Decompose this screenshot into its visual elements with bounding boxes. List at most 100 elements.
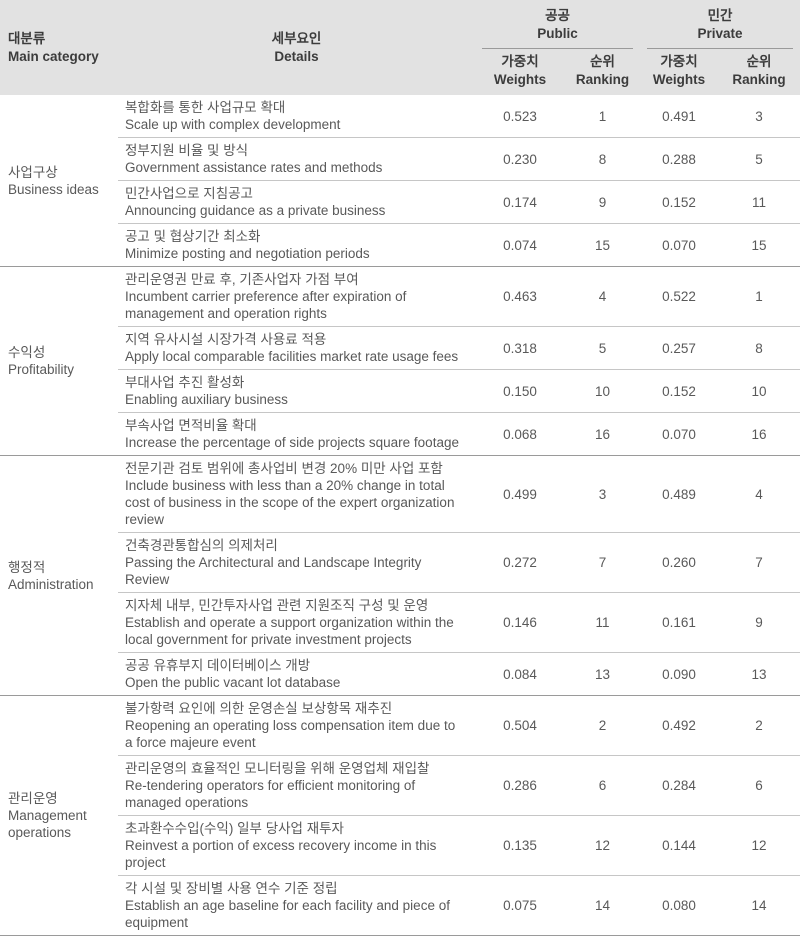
private-weight: 0.492 <box>640 695 719 756</box>
private-weight: 0.257 <box>640 326 719 370</box>
table-row: 지자체 내부, 민간투자사업 관련 지원조직 구성 및 운영 Establish… <box>0 592 800 653</box>
main-category-header-ko: 대분류 <box>8 30 46 46</box>
private-rank: 10 <box>718 369 800 413</box>
table-row: 부대사업 추진 활성화 Enabling auxiliary business … <box>0 369 800 413</box>
category-cell-business-ideas: 사업구상 Business ideas <box>8 164 99 197</box>
public-weights-header: 가중치 Weights <box>475 49 565 95</box>
public-rank: 2 <box>565 695 641 756</box>
public-weight: 0.068 <box>475 412 565 456</box>
public-weight: 0.074 <box>475 223 565 267</box>
public-weight: 0.146 <box>475 592 565 653</box>
public-rank: 7 <box>565 532 641 593</box>
table-header: 대분류 Main category 세부요인 Details 공공 Public… <box>0 0 800 95</box>
public-weight: 0.084 <box>475 652 565 696</box>
detail-cell: 관리운영의 효율적인 모니터링을 위해 운영업체 재입찰 Re-tenderin… <box>118 755 475 816</box>
public-rank: 13 <box>565 652 641 696</box>
private-rank: 1 <box>718 266 800 327</box>
table-row: 지역 유사시설 시장가격 사용료 적용 Apply local comparab… <box>0 326 800 370</box>
detail-cell: 각 시설 및 장비별 사용 연수 기준 정립 Establish an age … <box>118 875 475 936</box>
detail-cell: 건축경관통합심의 의제처리 Passing the Architectural … <box>118 532 475 593</box>
header-row-groups: 대분류 Main category 세부요인 Details 공공 Public… <box>0 0 800 95</box>
public-weight: 0.135 <box>475 815 565 876</box>
public-rank: 5 <box>565 326 641 370</box>
table-row: 행정적 Administration 전문기관 검토 범위에 총사업비 변경 2… <box>0 455 800 696</box>
details-header-ko: 세부요인 <box>271 30 322 46</box>
category-cell-profitability: 수익성 Profitability <box>0 266 118 456</box>
public-rank: 4 <box>565 266 641 327</box>
table-row: 수익성 Profitability 관리운영권 만료 후, 기존사업자 가점 부… <box>0 266 800 456</box>
public-rank: 16 <box>565 412 641 456</box>
detail-cell: 정부지원 비율 및 방식 Government assistance rates… <box>118 137 475 181</box>
private-rank: 9 <box>718 592 800 653</box>
private-weight: 0.491 <box>662 108 696 124</box>
private-weight: 0.152 <box>640 369 719 413</box>
private-weight: 0.070 <box>640 223 719 267</box>
table-row: 초과환수수입(수익) 일부 당사업 재투자 Reinvest a portion… <box>0 815 800 876</box>
detail-cell: 복합화를 통한 사업규모 확대 Scale up with complex de… <box>125 100 341 132</box>
public-weight: 0.075 <box>475 875 565 936</box>
private-weight: 0.284 <box>640 755 719 816</box>
public-weight: 0.318 <box>475 326 565 370</box>
private-rank: 7 <box>718 532 800 593</box>
public-group-header: 공공 Public <box>475 0 641 49</box>
private-weight: 0.070 <box>640 412 719 456</box>
table-row: 부속사업 면적비율 확대 Increase the percentage of … <box>0 412 800 456</box>
detail-cell: 공공 유휴부지 데이터베이스 개방 Open the public vacant… <box>118 652 475 696</box>
private-rank: 12 <box>718 815 800 876</box>
private-weight: 0.090 <box>640 652 719 696</box>
table-row: 건축경관통합심의 의제처리 Passing the Architectural … <box>0 532 800 593</box>
public-rank: 3 <box>565 455 641 533</box>
table-row: 각 시설 및 장비별 사용 연수 기준 정립 Establish an age … <box>0 875 800 936</box>
table-row: 민간사업으로 지침공고 Announcing guidance as a pri… <box>0 180 800 224</box>
private-weight: 0.489 <box>640 455 719 533</box>
table-row: 공공 유휴부지 데이터베이스 개방 Open the public vacant… <box>0 652 800 696</box>
public-label-en: Public <box>537 26 578 41</box>
private-group-header: 민간 Private <box>640 0 800 49</box>
private-rank: 2 <box>718 695 800 756</box>
public-rank: 15 <box>565 223 641 267</box>
public-weight: 0.150 <box>475 369 565 413</box>
category-cell-administration: 행정적 Administration <box>0 455 118 696</box>
public-rank: 14 <box>565 875 641 936</box>
details-header-en: Details <box>274 48 319 64</box>
public-label-ko: 공공 <box>545 8 570 23</box>
detail-cell: 부대사업 추진 활성화 Enabling auxiliary business <box>118 369 475 413</box>
public-ranking-header: 순위 Ranking <box>565 49 641 95</box>
private-group-label: 민간 Private <box>647 0 794 49</box>
private-weight: 0.522 <box>640 266 719 327</box>
detail-cell: 초과환수수입(수익) 일부 당사업 재투자 Reinvest a portion… <box>118 815 475 876</box>
public-weight: 0.463 <box>475 266 565 327</box>
private-rank: 13 <box>718 652 800 696</box>
public-rank: 10 <box>565 369 641 413</box>
private-weights-header: 가중치 Weights <box>640 49 719 95</box>
header-row-subcolumns: 가중치 Weights 순위 Ranking 가중치 Weights 순위 Ra… <box>0 49 800 95</box>
private-rank: 3 <box>755 108 763 124</box>
public-rank: 12 <box>565 815 641 876</box>
table-body: 사업구상 Business ideas 복합화를 통한 사업규모 확대 Scal… <box>0 95 800 936</box>
main-category-header-en: Main category <box>8 48 99 64</box>
public-weight: 0.523 <box>503 108 537 124</box>
detail-cell: 부속사업 면적비율 확대 Increase the percentage of … <box>118 412 475 456</box>
detail-cell: 공고 및 협상기간 최소화 Minimize posting and negot… <box>118 223 475 267</box>
category-cell-management-operations: 관리운영 Management operations <box>0 695 118 936</box>
public-weight: 0.230 <box>475 137 565 181</box>
private-rank: 4 <box>718 455 800 533</box>
private-rank: 5 <box>718 137 800 181</box>
public-rank: 6 <box>565 755 641 816</box>
public-rank: 1 <box>598 108 607 124</box>
details-header: 세부요인 Details <box>118 0 475 95</box>
private-ranking-header: 순위 Ranking <box>718 49 800 95</box>
public-weight: 0.286 <box>475 755 565 816</box>
private-rank: 15 <box>718 223 800 267</box>
private-weight: 0.260 <box>640 532 719 593</box>
private-weight: 0.288 <box>640 137 719 181</box>
private-label-en: Private <box>697 26 743 41</box>
public-rank: 8 <box>565 137 641 181</box>
detail-cell: 관리운영권 만료 후, 기존사업자 가점 부여 Incumbent carrie… <box>118 266 475 327</box>
private-label-ko: 민간 <box>707 8 733 23</box>
public-weight: 0.499 <box>475 455 565 533</box>
private-rank: 8 <box>718 326 800 370</box>
private-weight: 0.152 <box>640 180 719 224</box>
detail-cell: 지자체 내부, 민간투자사업 관련 지원조직 구성 및 운영 Establish… <box>118 592 475 653</box>
